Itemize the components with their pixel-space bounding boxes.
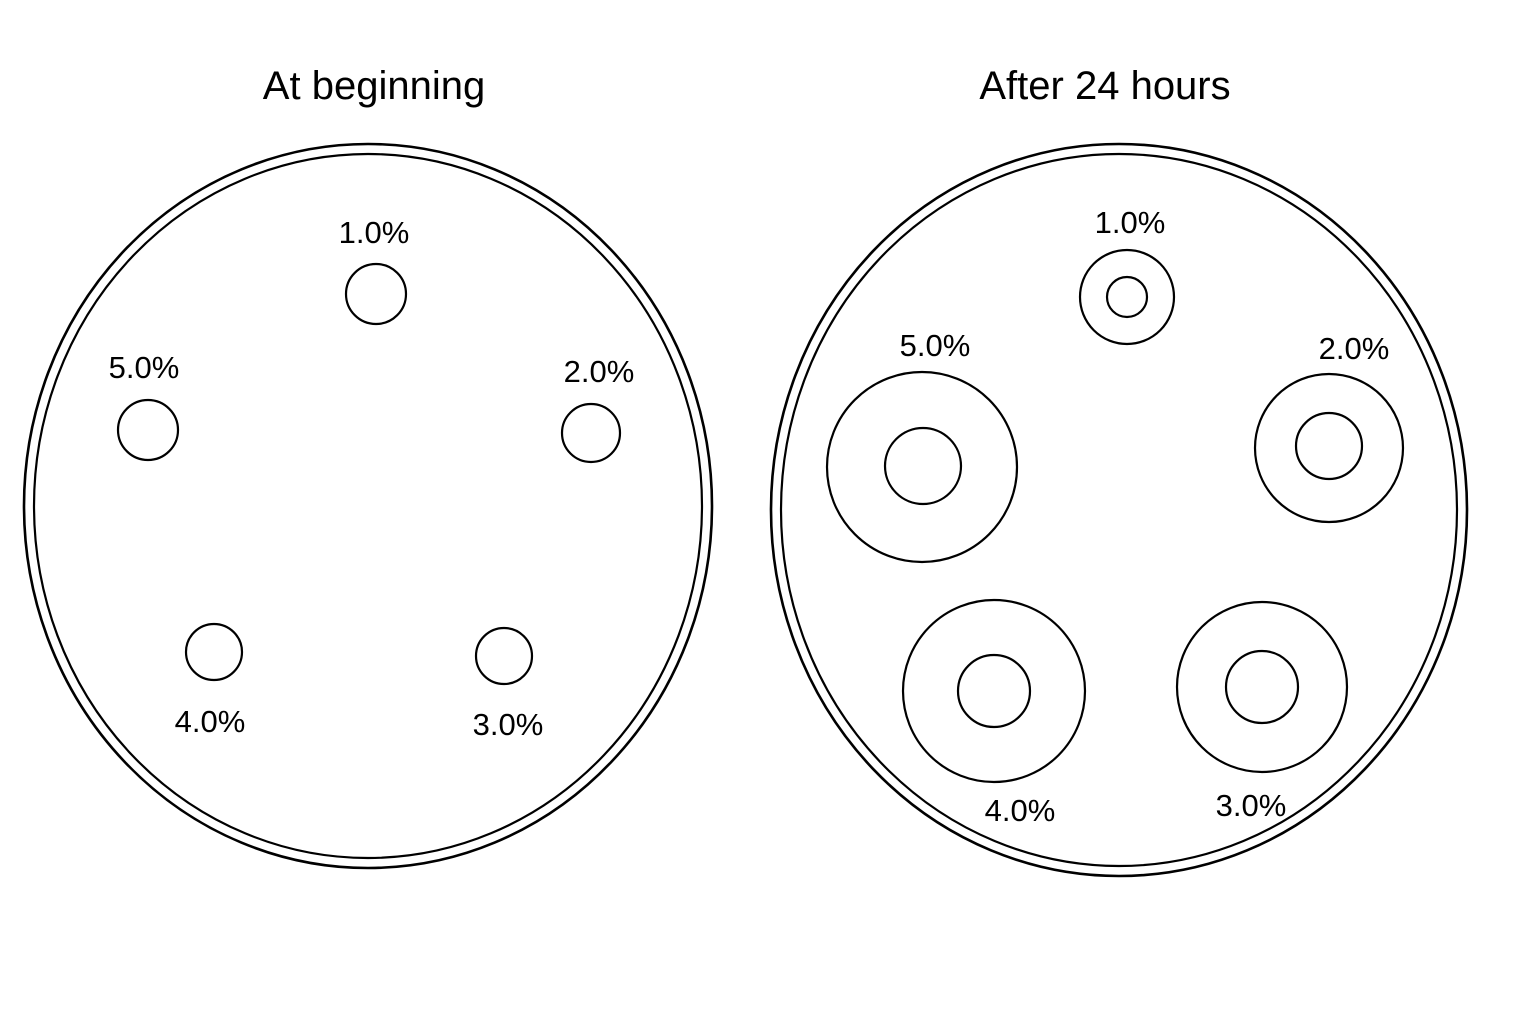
well-label-5-percent: 5.0%: [900, 328, 971, 363]
well-3-percent: [1224, 649, 1300, 725]
well-1-percent: [1105, 275, 1149, 319]
panel-after-24-hours: After 24 hours 1.0% 2.0% 3.0% 4.0% 5.0%: [769, 64, 1469, 878]
panel-title-at-beginning: At beginning: [263, 64, 485, 108]
petri-dish-outer-rim: [769, 142, 1469, 878]
well-5-percent: [883, 426, 963, 506]
well-4-percent: [956, 653, 1032, 729]
well-label-1-percent: 1.0%: [1095, 205, 1166, 240]
petri-dish-inner-rim: [32, 152, 704, 860]
well-5-percent: [116, 398, 180, 462]
petri-dish-outer-rim: [22, 142, 714, 870]
well-label-1-percent: 1.0%: [339, 215, 410, 250]
inhibition-zone-2-percent: [1253, 372, 1405, 524]
well-label-3-percent: 3.0%: [1216, 788, 1287, 823]
well-3-percent: [474, 626, 534, 686]
well-label-2-percent: 2.0%: [564, 354, 635, 389]
well-1-percent: [344, 262, 408, 326]
petri-dish-inner-rim: [779, 152, 1459, 868]
inhibition-zone-3-percent: [1175, 600, 1349, 774]
well-4-percent: [184, 622, 244, 682]
well-label-4-percent: 4.0%: [175, 704, 246, 739]
well-2-percent: [560, 402, 622, 464]
well-label-3-percent: 3.0%: [473, 707, 544, 742]
well-label-2-percent: 2.0%: [1319, 331, 1390, 366]
well-label-5-percent: 5.0%: [109, 350, 180, 385]
well-2-percent: [1294, 411, 1364, 481]
inhibition-zone-1-percent: [1078, 248, 1176, 346]
panel-title-after-24-hours: After 24 hours: [979, 64, 1230, 108]
inhibition-zone-4-percent: [901, 598, 1087, 784]
well-label-4-percent: 4.0%: [985, 793, 1056, 828]
panel-at-beginning: At beginning 1.0% 2.0% 3.0% 4.0% 5.0%: [22, 64, 714, 870]
inhibition-zone-5-percent: [825, 370, 1019, 564]
